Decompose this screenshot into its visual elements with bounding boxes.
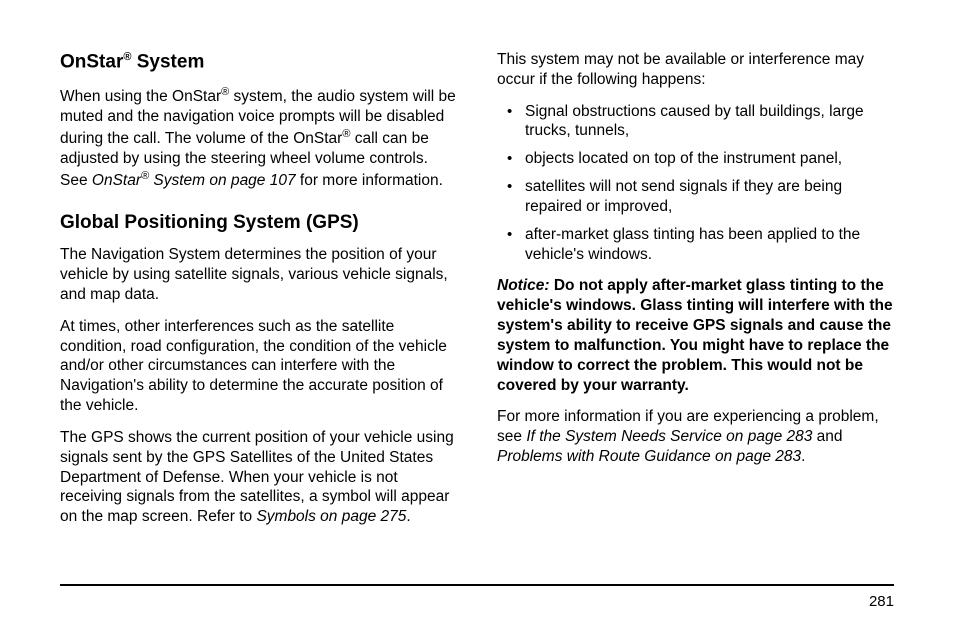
cross-ref: Symbols on page 275 <box>256 508 406 525</box>
text: for more information. <box>296 172 443 189</box>
gps-para-2: At times, other interferences such as th… <box>60 317 457 416</box>
list-item: Signal obstructions caused by tall build… <box>497 102 894 142</box>
footer-rule <box>60 584 894 586</box>
heading-text-post: System <box>131 51 204 72</box>
notice-para: Notice: Do not apply after-market glass … <box>497 276 894 395</box>
notice-label: Notice: <box>497 277 550 294</box>
text: When using the OnStar <box>60 88 221 105</box>
gps-para-3: The GPS shows the current position of yo… <box>60 428 457 527</box>
cross-ref: Problems with Route Guidance on page 283 <box>497 448 801 465</box>
registered-symbol: ® <box>141 170 149 182</box>
notice-body: Do not apply after-market glass tinting … <box>497 277 893 393</box>
ref-text: System on page 107 <box>149 172 296 189</box>
list-item: objects located on top of the instrument… <box>497 149 894 169</box>
text: . <box>406 508 410 525</box>
heading-text-pre: OnStar <box>60 51 123 72</box>
interference-list: Signal obstructions caused by tall build… <box>497 102 894 265</box>
list-item: satellites will not send signals if they… <box>497 177 894 217</box>
more-info-para: For more information if you are experien… <box>497 407 894 466</box>
cross-ref: If the System Needs Service on page 283 <box>526 428 812 445</box>
right-column: This system may not be available or inte… <box>497 50 894 539</box>
cross-ref: OnStar® System on page 107 <box>92 172 296 189</box>
ref-text: OnStar <box>92 172 141 189</box>
text: . <box>801 448 805 465</box>
onstar-para: When using the OnStar® system, the audio… <box>60 85 457 191</box>
gps-heading: Global Positioning System (GPS) <box>60 211 457 236</box>
interference-intro: This system may not be available or inte… <box>497 50 894 90</box>
left-column: OnStar® System When using the OnStar® sy… <box>60 50 457 539</box>
two-column-layout: OnStar® System When using the OnStar® sy… <box>60 50 894 539</box>
page-number: 281 <box>869 593 894 610</box>
gps-para-1: The Navigation System determines the pos… <box>60 245 457 304</box>
onstar-heading: OnStar® System <box>60 50 457 75</box>
list-item: after-market glass tinting has been appl… <box>497 225 894 265</box>
text: and <box>812 428 842 445</box>
